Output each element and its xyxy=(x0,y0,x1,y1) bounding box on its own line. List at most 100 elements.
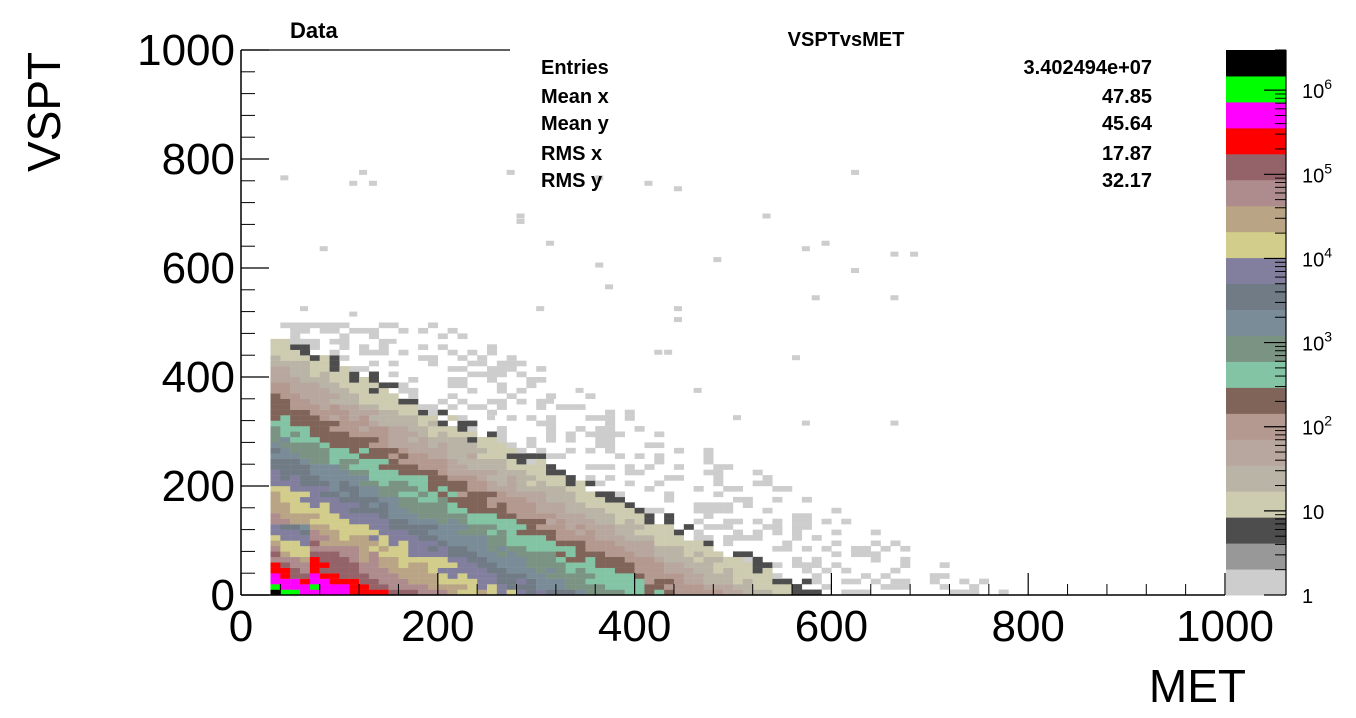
heatmap-cell xyxy=(959,578,970,585)
heatmap-cell xyxy=(526,453,537,459)
stats-value: 17.87 xyxy=(1102,143,1152,165)
heatmap-cell xyxy=(408,458,419,465)
heatmap-cell xyxy=(487,431,498,438)
heatmap-cell xyxy=(349,447,360,454)
heatmap-cell xyxy=(673,529,684,536)
heatmap-cell xyxy=(447,436,458,443)
heatmap-cell xyxy=(772,518,783,525)
heatmap-cell xyxy=(487,447,498,454)
heatmap-cell xyxy=(693,540,704,547)
heatmap-cell xyxy=(309,344,320,350)
heatmap-cell xyxy=(801,518,812,525)
y-tick-label: 800 xyxy=(162,135,235,184)
heatmap-cell xyxy=(339,387,350,394)
heatmap-cell xyxy=(536,567,547,574)
heatmap-cell xyxy=(329,322,340,329)
heatmap-cell xyxy=(467,436,478,443)
heatmap-cell xyxy=(654,458,665,465)
heatmap-cell xyxy=(693,518,704,525)
heatmap-cell xyxy=(339,529,350,536)
heatmap-cell xyxy=(359,567,370,574)
colorbar-swatch xyxy=(1226,569,1286,596)
heatmap-cell xyxy=(782,589,793,596)
heatmap-cell xyxy=(270,573,281,579)
heatmap-cell xyxy=(388,578,399,585)
heatmap-cell xyxy=(605,447,616,454)
heatmap-cell xyxy=(309,464,320,470)
heatmap-cell xyxy=(546,535,557,541)
heatmap-cell xyxy=(378,447,389,454)
heatmap-cell xyxy=(624,480,635,487)
heatmap-cell xyxy=(437,426,448,432)
heatmap-cell xyxy=(723,589,734,596)
heatmap-cell xyxy=(673,535,684,541)
heatmap-cell xyxy=(496,475,507,481)
heatmap-cell xyxy=(408,524,419,530)
heatmap-cell xyxy=(703,513,714,519)
heatmap-cell xyxy=(614,540,625,547)
heatmap-cell xyxy=(408,464,419,470)
heatmap-cell xyxy=(654,535,665,541)
heatmap-cell xyxy=(378,584,389,590)
heatmap-cell xyxy=(506,513,517,519)
heatmap-cell xyxy=(398,398,409,405)
heatmap-cell xyxy=(349,486,360,492)
heatmap-cell xyxy=(575,535,586,541)
heatmap-cell xyxy=(723,507,734,514)
heatmap-cell xyxy=(408,502,419,508)
heatmap-cell xyxy=(555,475,566,481)
heatmap-cell xyxy=(408,556,419,563)
heatmap-cell xyxy=(496,426,507,432)
heatmap-cell xyxy=(408,426,419,432)
heatmap-cell xyxy=(300,502,311,508)
heatmap-cell xyxy=(437,491,448,498)
heatmap-cell xyxy=(585,447,596,454)
heatmap-cell xyxy=(437,431,448,438)
heatmap-cell xyxy=(290,584,301,590)
heatmap-cell xyxy=(683,556,694,563)
heatmap-cell xyxy=(427,540,438,547)
heatmap-cell xyxy=(349,409,360,416)
heatmap-cell xyxy=(585,584,596,590)
heatmap-cell xyxy=(388,371,399,378)
heatmap-cell xyxy=(300,371,311,378)
heatmap-cell xyxy=(526,524,537,530)
heatmap-cell xyxy=(546,496,557,503)
heatmap-cell xyxy=(447,491,458,498)
heatmap-cell xyxy=(772,584,783,590)
heatmap-cell xyxy=(713,475,724,481)
heatmap-cell xyxy=(860,589,871,596)
top-left-label: Data xyxy=(290,18,338,43)
heatmap-cell xyxy=(359,513,370,519)
heatmap-cell xyxy=(487,415,495,421)
heatmap-cell xyxy=(634,507,645,514)
heatmap-cell xyxy=(329,387,340,394)
heatmap-cell xyxy=(359,431,370,438)
heatmap-cell xyxy=(811,535,822,541)
heatmap-cell xyxy=(418,513,429,519)
heatmap-cell xyxy=(782,578,793,585)
heatmap-cell xyxy=(526,529,537,536)
heatmap-cell xyxy=(319,398,330,405)
heatmap-cell xyxy=(418,518,429,525)
colorbar-tick-label: 106 xyxy=(1302,76,1332,103)
heatmap-cell xyxy=(467,442,478,449)
heatmap-cell xyxy=(605,567,616,574)
heatmap-cell xyxy=(329,426,340,432)
heatmap-cell xyxy=(624,567,635,574)
heatmap-cell xyxy=(378,578,389,585)
heatmap-cell xyxy=(457,475,468,481)
heatmap-cell xyxy=(693,502,704,508)
heatmap-cell xyxy=(496,366,507,372)
y-tick-label: 400 xyxy=(162,353,235,402)
heatmap-cell xyxy=(388,382,399,389)
colorbar-tick-label: 103 xyxy=(1302,329,1332,356)
heatmap-cell xyxy=(654,431,665,438)
heatmap-cell xyxy=(270,420,281,427)
heatmap-cell xyxy=(309,535,320,541)
heatmap-cell xyxy=(290,404,301,410)
heatmap-cell xyxy=(329,567,340,574)
heatmap-cell xyxy=(319,436,330,443)
heatmap-cell xyxy=(457,458,468,465)
heatmap-cell xyxy=(634,529,645,536)
